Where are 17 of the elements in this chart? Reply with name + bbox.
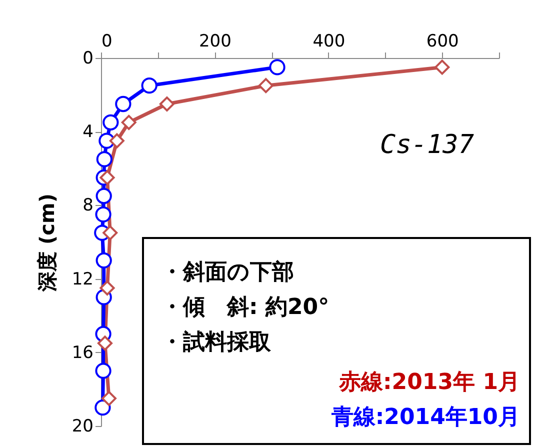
text: 青線:2014年10月 [330,405,520,430]
y-tick-label: 4 [82,122,94,142]
x-tick-label: 600 [426,32,459,52]
x-tick-label: 200 [198,32,232,52]
x-tick-label: 400 [312,32,346,52]
y-tick-label: 8 [82,196,94,216]
y-tick-label: 20 [72,416,94,436]
annotation: ・傾 斜: 約20° [161,295,330,320]
annotation: ・試料採取 [161,330,272,355]
y-tick-label: 16 [72,342,94,363]
x-tick-label: 0 [102,32,112,52]
text: 赤線:2013年 1月 [338,370,520,395]
annotation: Cs-137 [380,130,474,160]
y-axis-title: 深度 (cm) [34,194,59,292]
y-tick-label: 12 [72,269,94,290]
y-tick-label: 0 [82,48,94,68]
annotation: ・斜面の下部 [161,259,294,285]
